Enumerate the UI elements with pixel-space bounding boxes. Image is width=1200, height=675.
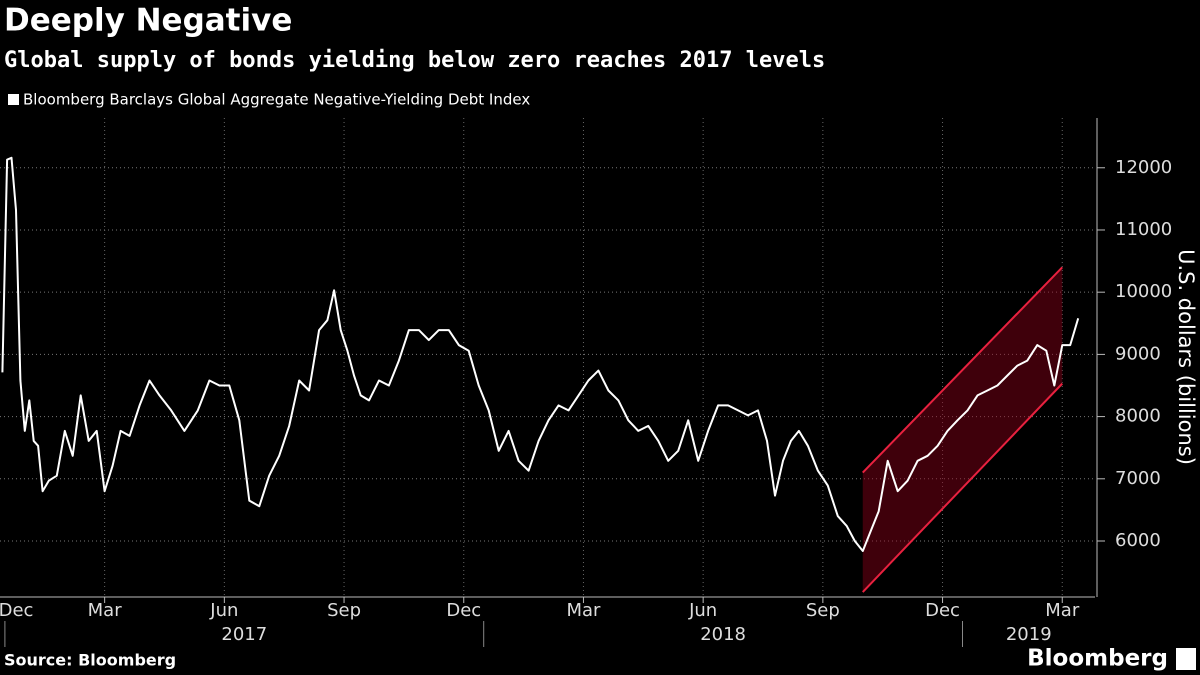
source: Source: Bloomberg — [4, 651, 176, 670]
x-tick-label: Jun — [688, 600, 717, 621]
year-label: 2017 — [221, 624, 267, 645]
x-tick-label: Jun — [209, 600, 238, 621]
channel-area — [862, 267, 1063, 593]
x-tick-label: Dec — [925, 600, 960, 621]
chart-title: Deeply Negative — [4, 3, 292, 39]
channel-lower — [862, 382, 1063, 593]
channel-upper — [862, 266, 1063, 474]
data-line — [1, 156, 1080, 552]
y-axis-title: U.S. dollars (billions) — [1174, 249, 1198, 465]
x-tick-label: Sep — [806, 600, 840, 621]
y-tick-label: 7000 — [1115, 468, 1161, 489]
year-label: 2019 — [1006, 624, 1052, 645]
x-tick-label: Mar — [566, 600, 601, 621]
chart-subtitle: Global supply of bonds yielding below ze… — [4, 48, 825, 73]
x-tick-label: Sep — [327, 600, 361, 621]
logo: Bloomberg — [1027, 646, 1168, 672]
y-tick-label: 11000 — [1115, 219, 1172, 240]
x-tick-label: Mar — [88, 600, 123, 621]
year-label: 2018 — [700, 624, 746, 645]
y-tick-label: 8000 — [1115, 406, 1161, 427]
legend-swatch — [8, 94, 19, 105]
logo-icon — [1176, 648, 1196, 670]
legend-label: Bloomberg Barclays Global Aggregate Nega… — [23, 91, 530, 109]
y-tick-label: 9000 — [1115, 343, 1161, 364]
x-tick-label: Dec — [446, 600, 481, 621]
x-tick-label: Dec — [0, 600, 33, 621]
y-tick-label: 6000 — [1115, 530, 1161, 551]
y-tick-label: 12000 — [1115, 157, 1172, 178]
x-tick-label: Mar — [1045, 600, 1080, 621]
y-tick-label: 10000 — [1115, 281, 1172, 302]
